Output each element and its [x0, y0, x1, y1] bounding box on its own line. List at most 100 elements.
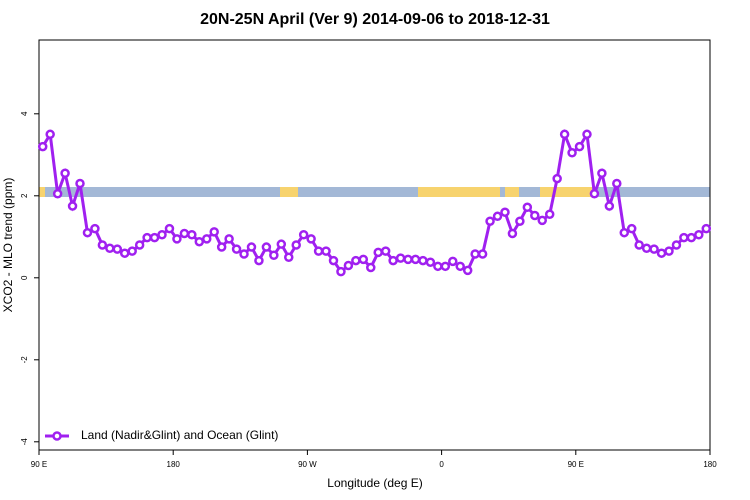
chart-title: 20N-25N April (Ver 9) 2014-09-06 to 2018…: [200, 11, 550, 28]
x-tick-label: 90 W: [298, 460, 317, 469]
point: [358, 254, 369, 265]
point: [470, 249, 480, 259]
point: [530, 210, 540, 221]
point: [559, 129, 570, 140]
point: [485, 216, 495, 226]
point: [127, 246, 137, 256]
point: [134, 240, 145, 250]
y-tick-label: 0: [20, 275, 29, 280]
point: [366, 262, 376, 273]
point: [149, 232, 160, 243]
point: [105, 243, 115, 254]
point: [187, 230, 197, 240]
point: [425, 257, 436, 267]
point: [239, 249, 249, 259]
point: [157, 230, 167, 240]
point: [306, 234, 316, 244]
point: [597, 168, 607, 178]
point: [291, 240, 301, 250]
point: [164, 223, 175, 234]
point: [656, 248, 667, 258]
point: [440, 261, 451, 272]
point: [395, 253, 406, 263]
point: [142, 232, 152, 243]
point: [298, 230, 309, 240]
point: [224, 234, 234, 244]
point: [433, 261, 443, 272]
point: [343, 260, 354, 271]
point: [701, 223, 712, 234]
point: [216, 242, 227, 252]
point: [694, 230, 704, 240]
point: [612, 178, 622, 189]
point: [97, 240, 108, 250]
point: [552, 173, 562, 184]
point: [261, 242, 272, 252]
point: [604, 201, 615, 211]
point: [448, 256, 458, 267]
point: [202, 234, 212, 244]
point: [52, 189, 63, 199]
point: [351, 255, 361, 266]
y-axis-title: XCO2 - MLO trend (ppm): [1, 178, 15, 313]
point: [500, 207, 510, 217]
y-tick-label: 4: [20, 111, 29, 116]
legend-label: Land (Nadir&Glint) and Ocean (Glint): [81, 428, 278, 442]
point: [537, 215, 547, 226]
point: [664, 246, 674, 256]
point: [641, 243, 652, 254]
point: [119, 248, 130, 258]
land-ocean-band: [39, 187, 710, 197]
point: [313, 246, 324, 256]
point: [634, 240, 644, 250]
point: [269, 250, 279, 260]
x-tick-label: 180: [167, 460, 181, 469]
point: [671, 240, 682, 250]
land-patch: [39, 187, 45, 197]
point: [626, 223, 637, 234]
point: [60, 168, 70, 178]
point: [455, 261, 465, 272]
legend-marker: [52, 431, 62, 441]
point: [172, 234, 182, 244]
point: [254, 255, 264, 266]
y-tick-label: -2: [20, 356, 29, 364]
ocean-band: [39, 187, 710, 197]
point: [619, 227, 630, 238]
point: [179, 228, 190, 239]
point: [686, 232, 697, 243]
plot-frame: [38, 39, 711, 451]
point: [82, 227, 93, 238]
point: [582, 129, 592, 140]
land-patch: [418, 187, 500, 197]
x-tick-label: 90 E: [568, 460, 584, 469]
point: [380, 246, 391, 256]
point: [321, 246, 331, 256]
y-tick-label: -4: [20, 438, 29, 446]
point: [284, 252, 294, 263]
point: [544, 209, 555, 219]
point: [246, 242, 257, 252]
point: [112, 244, 123, 254]
point: [574, 141, 585, 152]
point: [276, 239, 287, 249]
point: [45, 129, 55, 140]
point: [75, 178, 85, 189]
point: [477, 249, 488, 259]
point: [209, 227, 219, 237]
point: [507, 228, 518, 239]
point: [67, 201, 78, 211]
point: [410, 254, 421, 265]
land-patch: [280, 187, 298, 197]
land-patch: [540, 187, 592, 197]
x-axis-title: Longitude (deg E): [327, 476, 422, 490]
x-tick-label: 90 E: [31, 460, 47, 469]
point: [373, 247, 383, 258]
point: [649, 244, 659, 254]
point: [37, 141, 48, 152]
point: [679, 232, 689, 243]
point: [522, 202, 533, 213]
y-tick-label: 2: [20, 193, 29, 198]
x-tick-label: 0: [439, 460, 444, 469]
